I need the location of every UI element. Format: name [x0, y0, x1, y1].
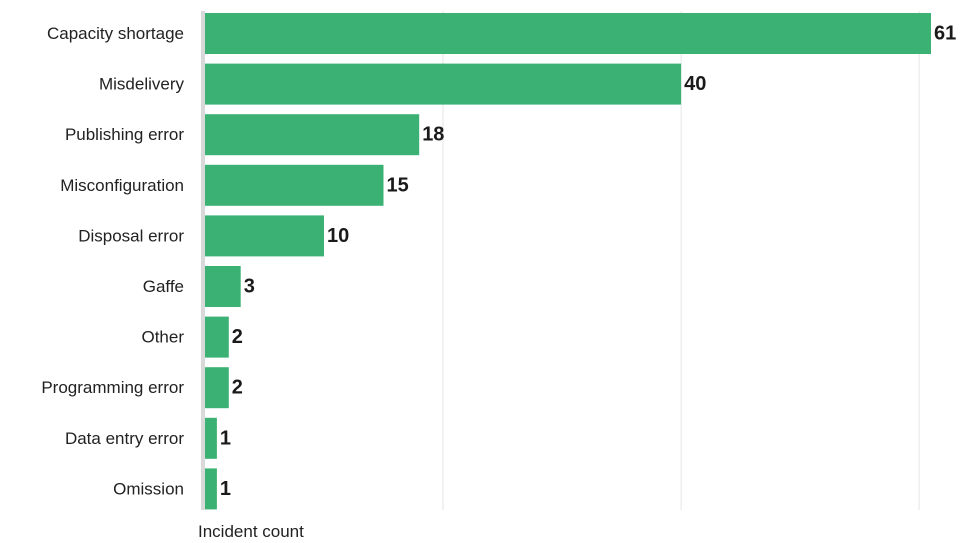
- category-label-publishing-error: Publishing error: [65, 125, 184, 144]
- bar-data-entry-error: [205, 417, 217, 459]
- category-label-programming-error: Programming error: [41, 378, 184, 397]
- category-label-data-entry-error: Data entry error: [65, 429, 184, 448]
- bar-omission: [205, 468, 217, 510]
- y-axis-line: [201, 11, 205, 510]
- value-label-capacity-shortage: 61: [934, 23, 956, 45]
- value-labels: 61 40 18 15 10 3 2 2 1 1: [220, 23, 956, 500]
- bars: [205, 13, 931, 510]
- x-axis-title: Incident count: [198, 522, 304, 541]
- category-labels: Capacity shortage Misdelivery Publishing e…: [41, 24, 184, 498]
- value-label-publishing-error: 18: [422, 124, 444, 146]
- value-label-disposal-error: 10: [327, 225, 349, 247]
- value-label-misdelivery: 40: [684, 73, 706, 95]
- value-label-data-entry-error: 1: [220, 427, 231, 449]
- category-label-misconfiguration: Misconfiguration: [60, 176, 184, 195]
- category-label-misdelivery: Misdelivery: [99, 75, 185, 94]
- category-label-other: Other: [141, 328, 184, 347]
- value-label-omission: 1: [220, 478, 231, 500]
- bar-disposal-error: [205, 215, 324, 257]
- bar-capacity-shortage: [205, 13, 931, 54]
- bar-misconfiguration: [205, 164, 384, 206]
- category-label-gaffe: Gaffe: [143, 277, 184, 296]
- bar-other: [205, 316, 229, 358]
- category-label-capacity-shortage: Capacity shortage: [47, 24, 184, 43]
- value-label-programming-error: 2: [232, 377, 243, 399]
- bar-misdelivery: [205, 63, 682, 105]
- category-label-omission: Omission: [113, 479, 184, 498]
- bar-publishing-error: [205, 114, 420, 156]
- category-label-disposal-error: Disposal error: [78, 226, 184, 245]
- value-label-misconfiguration: 15: [387, 174, 409, 196]
- value-label-other: 2: [232, 326, 243, 348]
- bar-gaffe: [205, 266, 241, 307]
- value-label-gaffe: 3: [244, 276, 255, 298]
- bar-programming-error: [205, 367, 229, 409]
